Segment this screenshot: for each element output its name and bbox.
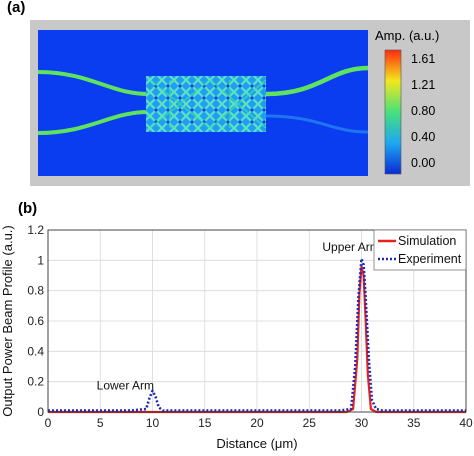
legend-entry-simulation: Simulation xyxy=(398,234,456,248)
plot-frame xyxy=(47,229,467,413)
output-guide-upper xyxy=(265,65,369,97)
x-tick-label: 5 xyxy=(97,416,104,430)
y-axis-label: Output Power Beam Profile (a.u.) xyxy=(0,225,15,416)
x-tick-label: 35 xyxy=(407,416,421,430)
y-tick-label: 1.2 xyxy=(27,223,44,237)
input-guide-upper xyxy=(37,70,149,96)
colorbar-tick: 1.61 xyxy=(411,52,436,66)
colorbar-title: Amp. (a.u.) xyxy=(375,28,440,43)
x-tick-label: 15 xyxy=(198,416,212,430)
y-tick-label: 0.2 xyxy=(27,375,44,389)
y-tick-label: 0.4 xyxy=(27,344,44,358)
colorbar-tick: 0.40 xyxy=(411,130,436,144)
x-tick-label: 10 xyxy=(146,416,160,430)
y-tick-label: 1 xyxy=(37,253,44,267)
legend: Simulation Experiment xyxy=(373,229,467,271)
colorbar-tick: 0.80 xyxy=(411,104,436,118)
field-map-panel xyxy=(30,20,470,186)
colorbar-tick: 1.21 xyxy=(411,78,436,92)
x-tick-label: 0 xyxy=(45,416,52,430)
tick-labels: 0 5 10 15 20 25 30 35 40 0 0.2 0.4 0.6 0.8 1 1.2 xyxy=(27,223,473,430)
field-map-image xyxy=(37,30,402,176)
x-axis-label: Distance (μm) xyxy=(216,436,297,451)
axes xyxy=(47,229,467,413)
beam-profile-chart: 0 5 10 15 20 25 30 35 40 0 0.2 0.4 0.6 0.8 1 1.2 Distan… xyxy=(0,223,473,451)
mmi-interference xyxy=(149,79,267,129)
series-line-experiment xyxy=(48,257,466,412)
y-tick-label: 0.8 xyxy=(27,284,44,298)
mmi-region xyxy=(146,76,266,132)
colorbar xyxy=(384,49,402,175)
x-tick-label: 30 xyxy=(355,416,369,430)
panel-b-label: (b) xyxy=(18,200,38,217)
annotation-upper-arm: Upper Arm xyxy=(322,240,379,254)
y-tick-label: 0 xyxy=(37,405,44,419)
y-tick-label: 0.6 xyxy=(27,314,44,328)
legend-entry-experiment: Experiment xyxy=(398,252,462,266)
input-guide-lower xyxy=(37,110,149,135)
output-guide-lower xyxy=(265,114,369,134)
x-tick-label: 40 xyxy=(459,416,473,430)
colorbar-tick: 0.00 xyxy=(411,156,436,170)
annotation-lower-arm: Lower Arm xyxy=(97,378,154,392)
x-tick-label: 25 xyxy=(303,416,317,430)
panel-a-label: (a) xyxy=(7,0,26,16)
series-layer xyxy=(48,257,466,414)
x-tick-label: 20 xyxy=(250,416,264,430)
